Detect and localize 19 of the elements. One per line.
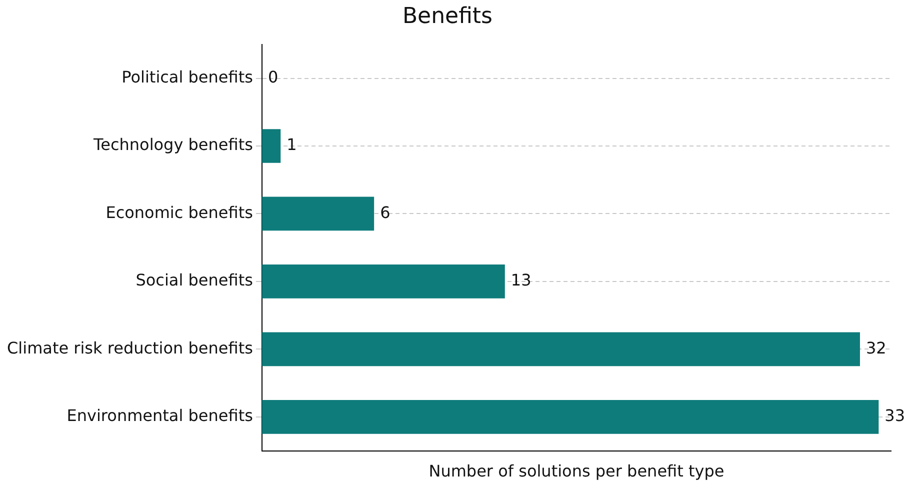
chart-title: Benefits bbox=[402, 4, 493, 29]
bar bbox=[262, 129, 281, 163]
bar bbox=[262, 264, 505, 298]
bar bbox=[262, 332, 860, 366]
y-tick-label: Social benefits bbox=[136, 270, 253, 290]
data-label: 6 bbox=[380, 202, 390, 222]
data-label: 13 bbox=[510, 270, 532, 290]
y-tick-label: Environmental benefits bbox=[66, 406, 253, 426]
data-label: 33 bbox=[884, 406, 906, 426]
y-tick-label: Economic benefits bbox=[106, 202, 253, 222]
bar bbox=[262, 196, 374, 231]
bar bbox=[262, 400, 879, 434]
data-label: 0 bbox=[268, 67, 278, 86]
y-tick-label: Climate risk reduction benefits bbox=[7, 338, 253, 358]
y-tick-label: Technology benefits bbox=[92, 135, 253, 154]
x-axis-title: Number of solutions per benefit type bbox=[428, 462, 724, 481]
data-label: 32 bbox=[866, 338, 886, 358]
data-label: 1 bbox=[286, 135, 297, 154]
y-tick-label: Political benefits bbox=[122, 67, 253, 86]
